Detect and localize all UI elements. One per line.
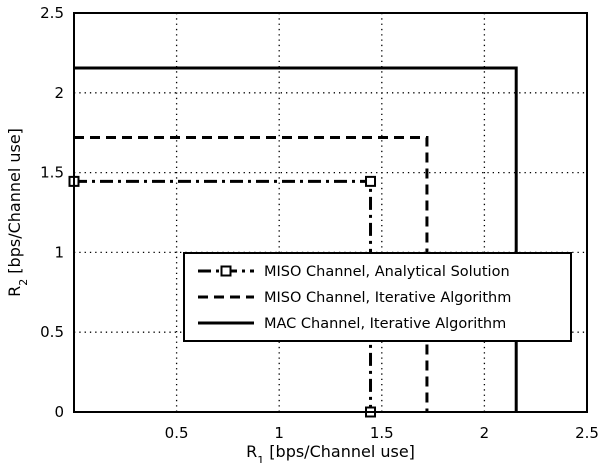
series-line-3 [74, 66, 518, 412]
tick-labels: 0.5 1 1.5 2 2.5 0 0.5 1 1.5 2 2.5 [40, 4, 599, 442]
y-axis-label: R2 [bps/Channel use] [5, 128, 30, 297]
x-tick-label: 2.5 [575, 424, 599, 442]
x-axis-label: R1 [bps/Channel use] [246, 442, 415, 463]
y-tick-label: 2.5 [40, 4, 64, 22]
x-tick-label: 1.5 [370, 424, 394, 442]
y-tick-label: 0.5 [40, 323, 64, 341]
x-tick-label: 1 [274, 424, 284, 442]
legend-label-1: MISO Channel, Analytical Solution [264, 264, 510, 280]
plot-area-frame [73, 12, 588, 413]
grid-lines [74, 13, 587, 412]
y-tick-label: 1 [54, 243, 64, 261]
x-tick-label: 0.5 [165, 424, 189, 442]
y-tick-label: 2 [54, 84, 64, 102]
y-tick-label: 0 [54, 403, 64, 421]
legend-label-2: MISO Channel, Iterative Algorithm [264, 290, 511, 306]
series-lines [68, 66, 518, 418]
legend-label-3: MAC Channel, Iterative Algorithm [264, 316, 506, 332]
series-marker-1 [365, 175, 377, 187]
y-tick-label: 1.5 [40, 164, 64, 182]
x-tick-label: 2 [480, 424, 490, 442]
legend-marker-1 [220, 265, 232, 277]
legend: MISO Channel, Analytical Solution MISO Ch… [183, 252, 572, 342]
